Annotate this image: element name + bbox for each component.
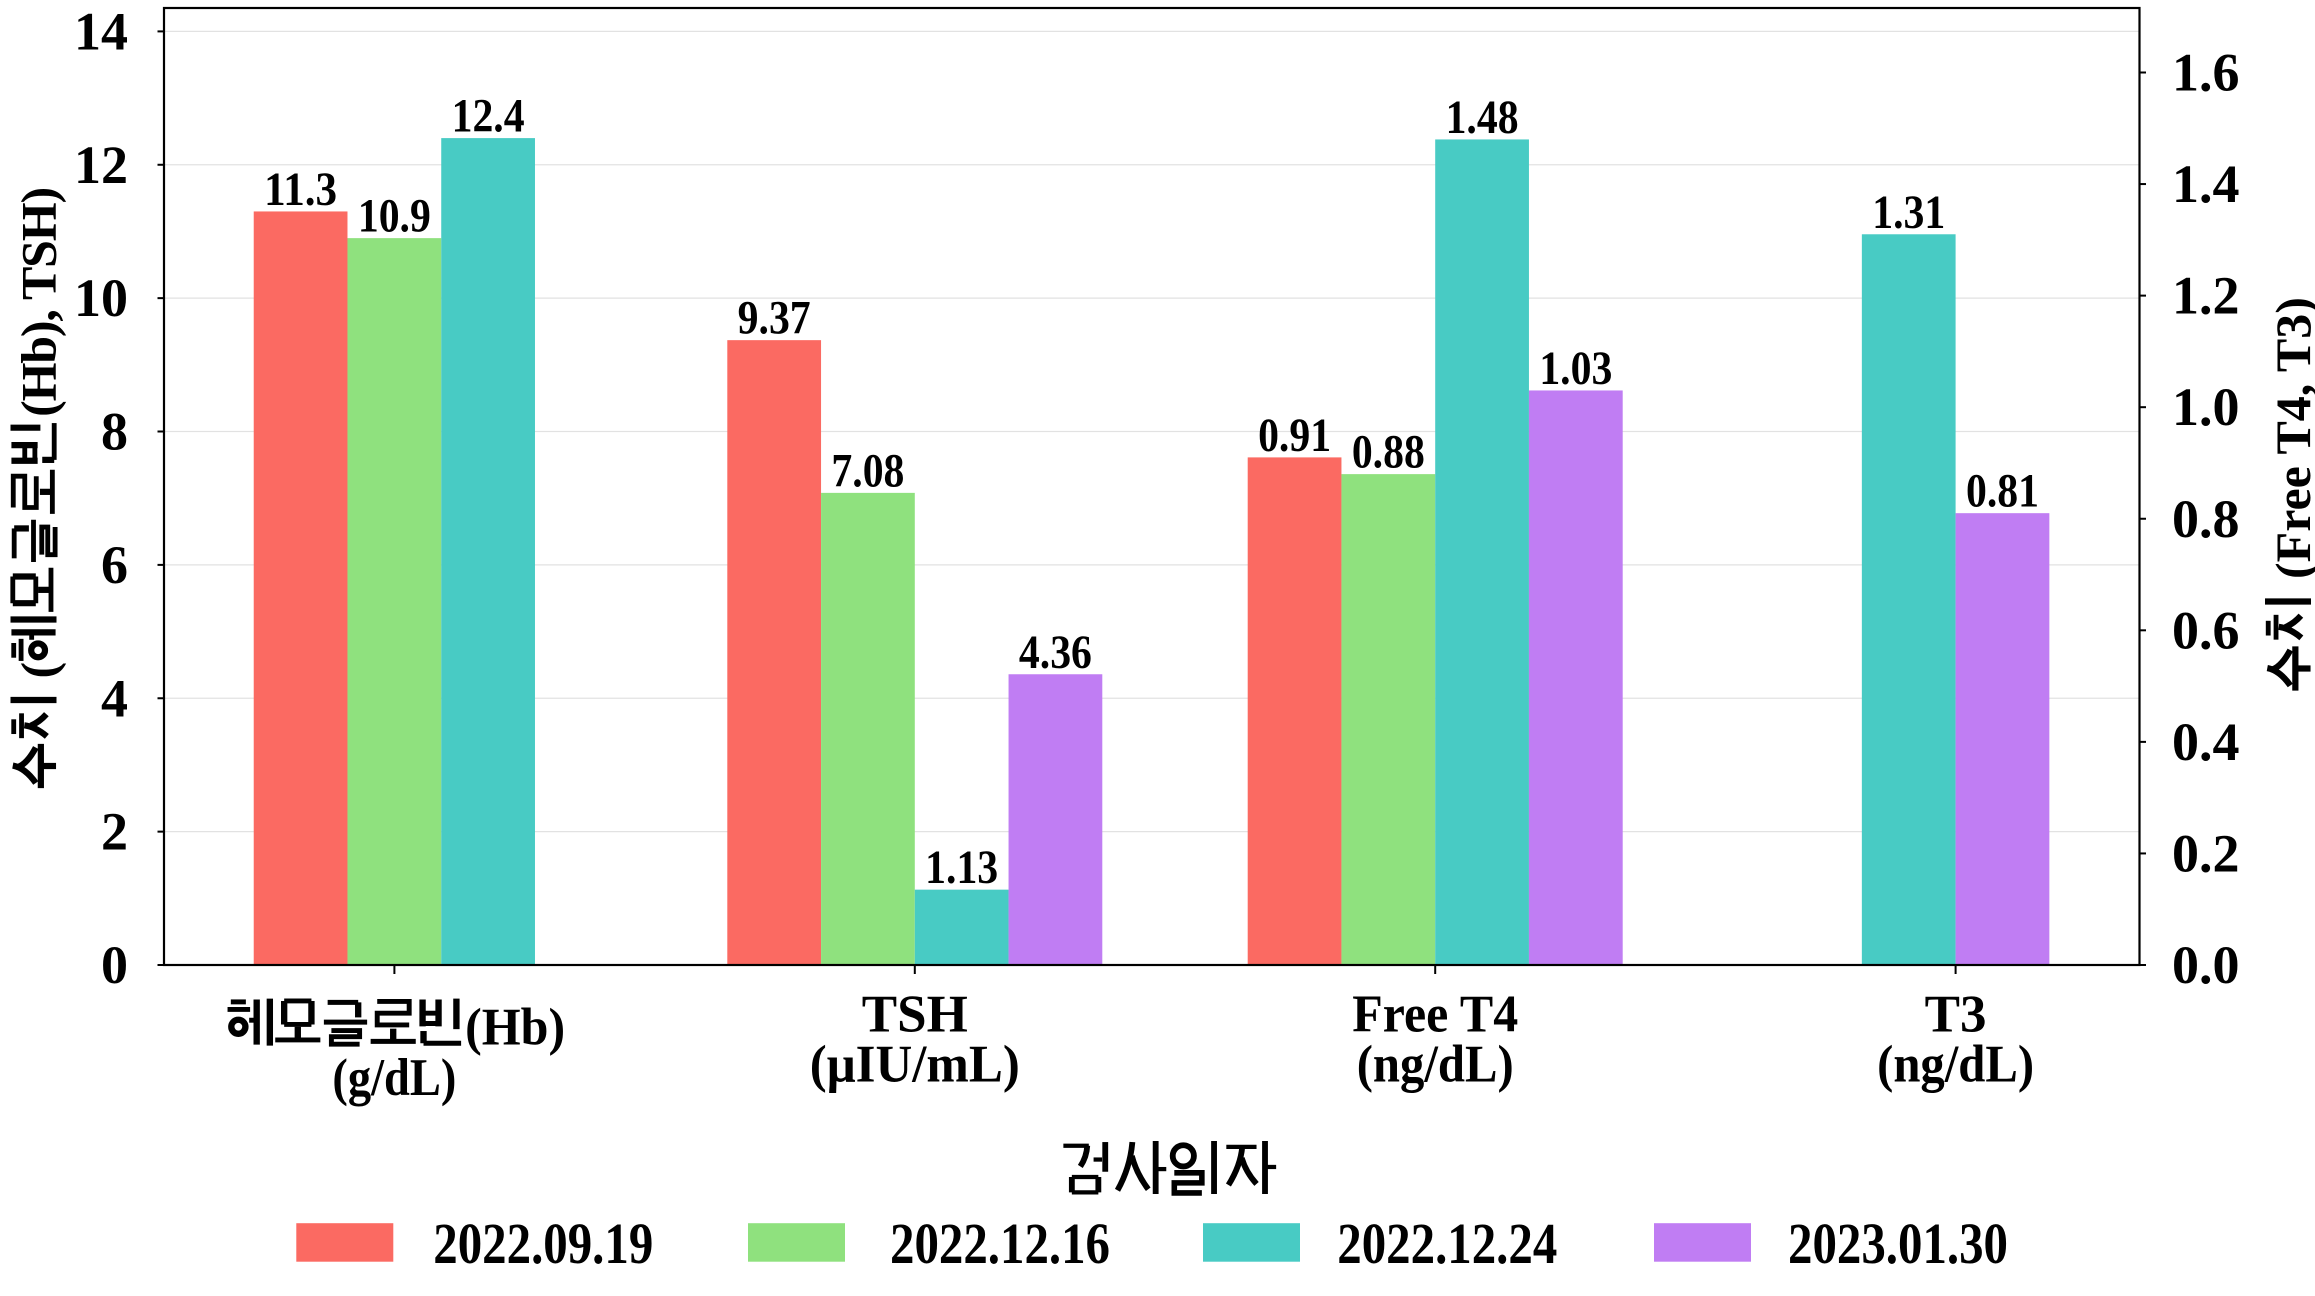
svg-text:12: 12 [74, 135, 128, 195]
svg-text:10: 10 [74, 268, 128, 328]
svg-text:0.4: 0.4 [2172, 712, 2240, 772]
svg-text:1.0: 1.0 [2172, 377, 2240, 437]
svg-text:2: 2 [101, 802, 128, 862]
svg-text:1.13: 1.13 [925, 841, 998, 894]
svg-text:9.37: 9.37 [738, 292, 811, 345]
svg-text:(μIU/mL): (μIU/mL) [810, 1035, 1020, 1093]
svg-text:(ng/dL): (ng/dL) [1877, 1035, 2034, 1093]
svg-text:1.4: 1.4 [2172, 154, 2240, 214]
svg-text:1.48: 1.48 [1446, 91, 1519, 144]
svg-text:(: ( [11, 662, 67, 679]
svg-text:0.0: 0.0 [2172, 935, 2240, 995]
svg-text:2022.12.24: 2022.12.24 [1337, 1211, 1557, 1276]
svg-text:6: 6 [101, 535, 128, 595]
svg-text:0.88: 0.88 [1352, 426, 1425, 479]
svg-text:1.31: 1.31 [1872, 186, 1945, 239]
svg-text:1.2: 1.2 [2172, 266, 2240, 326]
svg-text:4.36: 4.36 [1019, 626, 1092, 679]
svg-text:1.03: 1.03 [1539, 342, 1612, 395]
svg-text:2023.01.30: 2023.01.30 [1788, 1211, 2008, 1276]
svg-text:TSH: TSH [862, 985, 968, 1043]
svg-text:(Hb), TSH): (Hb), TSH) [11, 187, 67, 417]
svg-text:4: 4 [101, 668, 128, 728]
svg-text:2022.09.19: 2022.09.19 [433, 1211, 653, 1276]
svg-text:0.81: 0.81 [1966, 465, 2039, 518]
svg-text:12.4: 12.4 [452, 90, 525, 143]
svg-text:0.91: 0.91 [1258, 409, 1331, 462]
svg-text:11.3: 11.3 [264, 163, 337, 216]
svg-text:(ng/dL): (ng/dL) [1357, 1035, 1514, 1093]
svg-text:(Free T4, T3): (Free T4, T3) [2265, 297, 2315, 579]
svg-text:8: 8 [101, 402, 128, 462]
svg-text:0.8: 0.8 [2172, 489, 2240, 549]
svg-text:1.6: 1.6 [2172, 43, 2240, 103]
svg-text:0: 0 [101, 935, 128, 995]
svg-text:(g/dL): (g/dL) [332, 1049, 456, 1107]
svg-text:7.08: 7.08 [831, 444, 904, 497]
svg-text:(Hb): (Hb) [465, 999, 565, 1057]
svg-text:2022.12.16: 2022.12.16 [890, 1211, 1110, 1276]
svg-text:14: 14 [74, 1, 128, 61]
svg-text:T3: T3 [1925, 985, 1987, 1043]
svg-text:0.6: 0.6 [2172, 600, 2240, 660]
svg-text:0.2: 0.2 [2172, 823, 2240, 883]
svg-text:10.9: 10.9 [358, 190, 431, 243]
svg-text:Free T4: Free T4 [1352, 985, 1518, 1043]
